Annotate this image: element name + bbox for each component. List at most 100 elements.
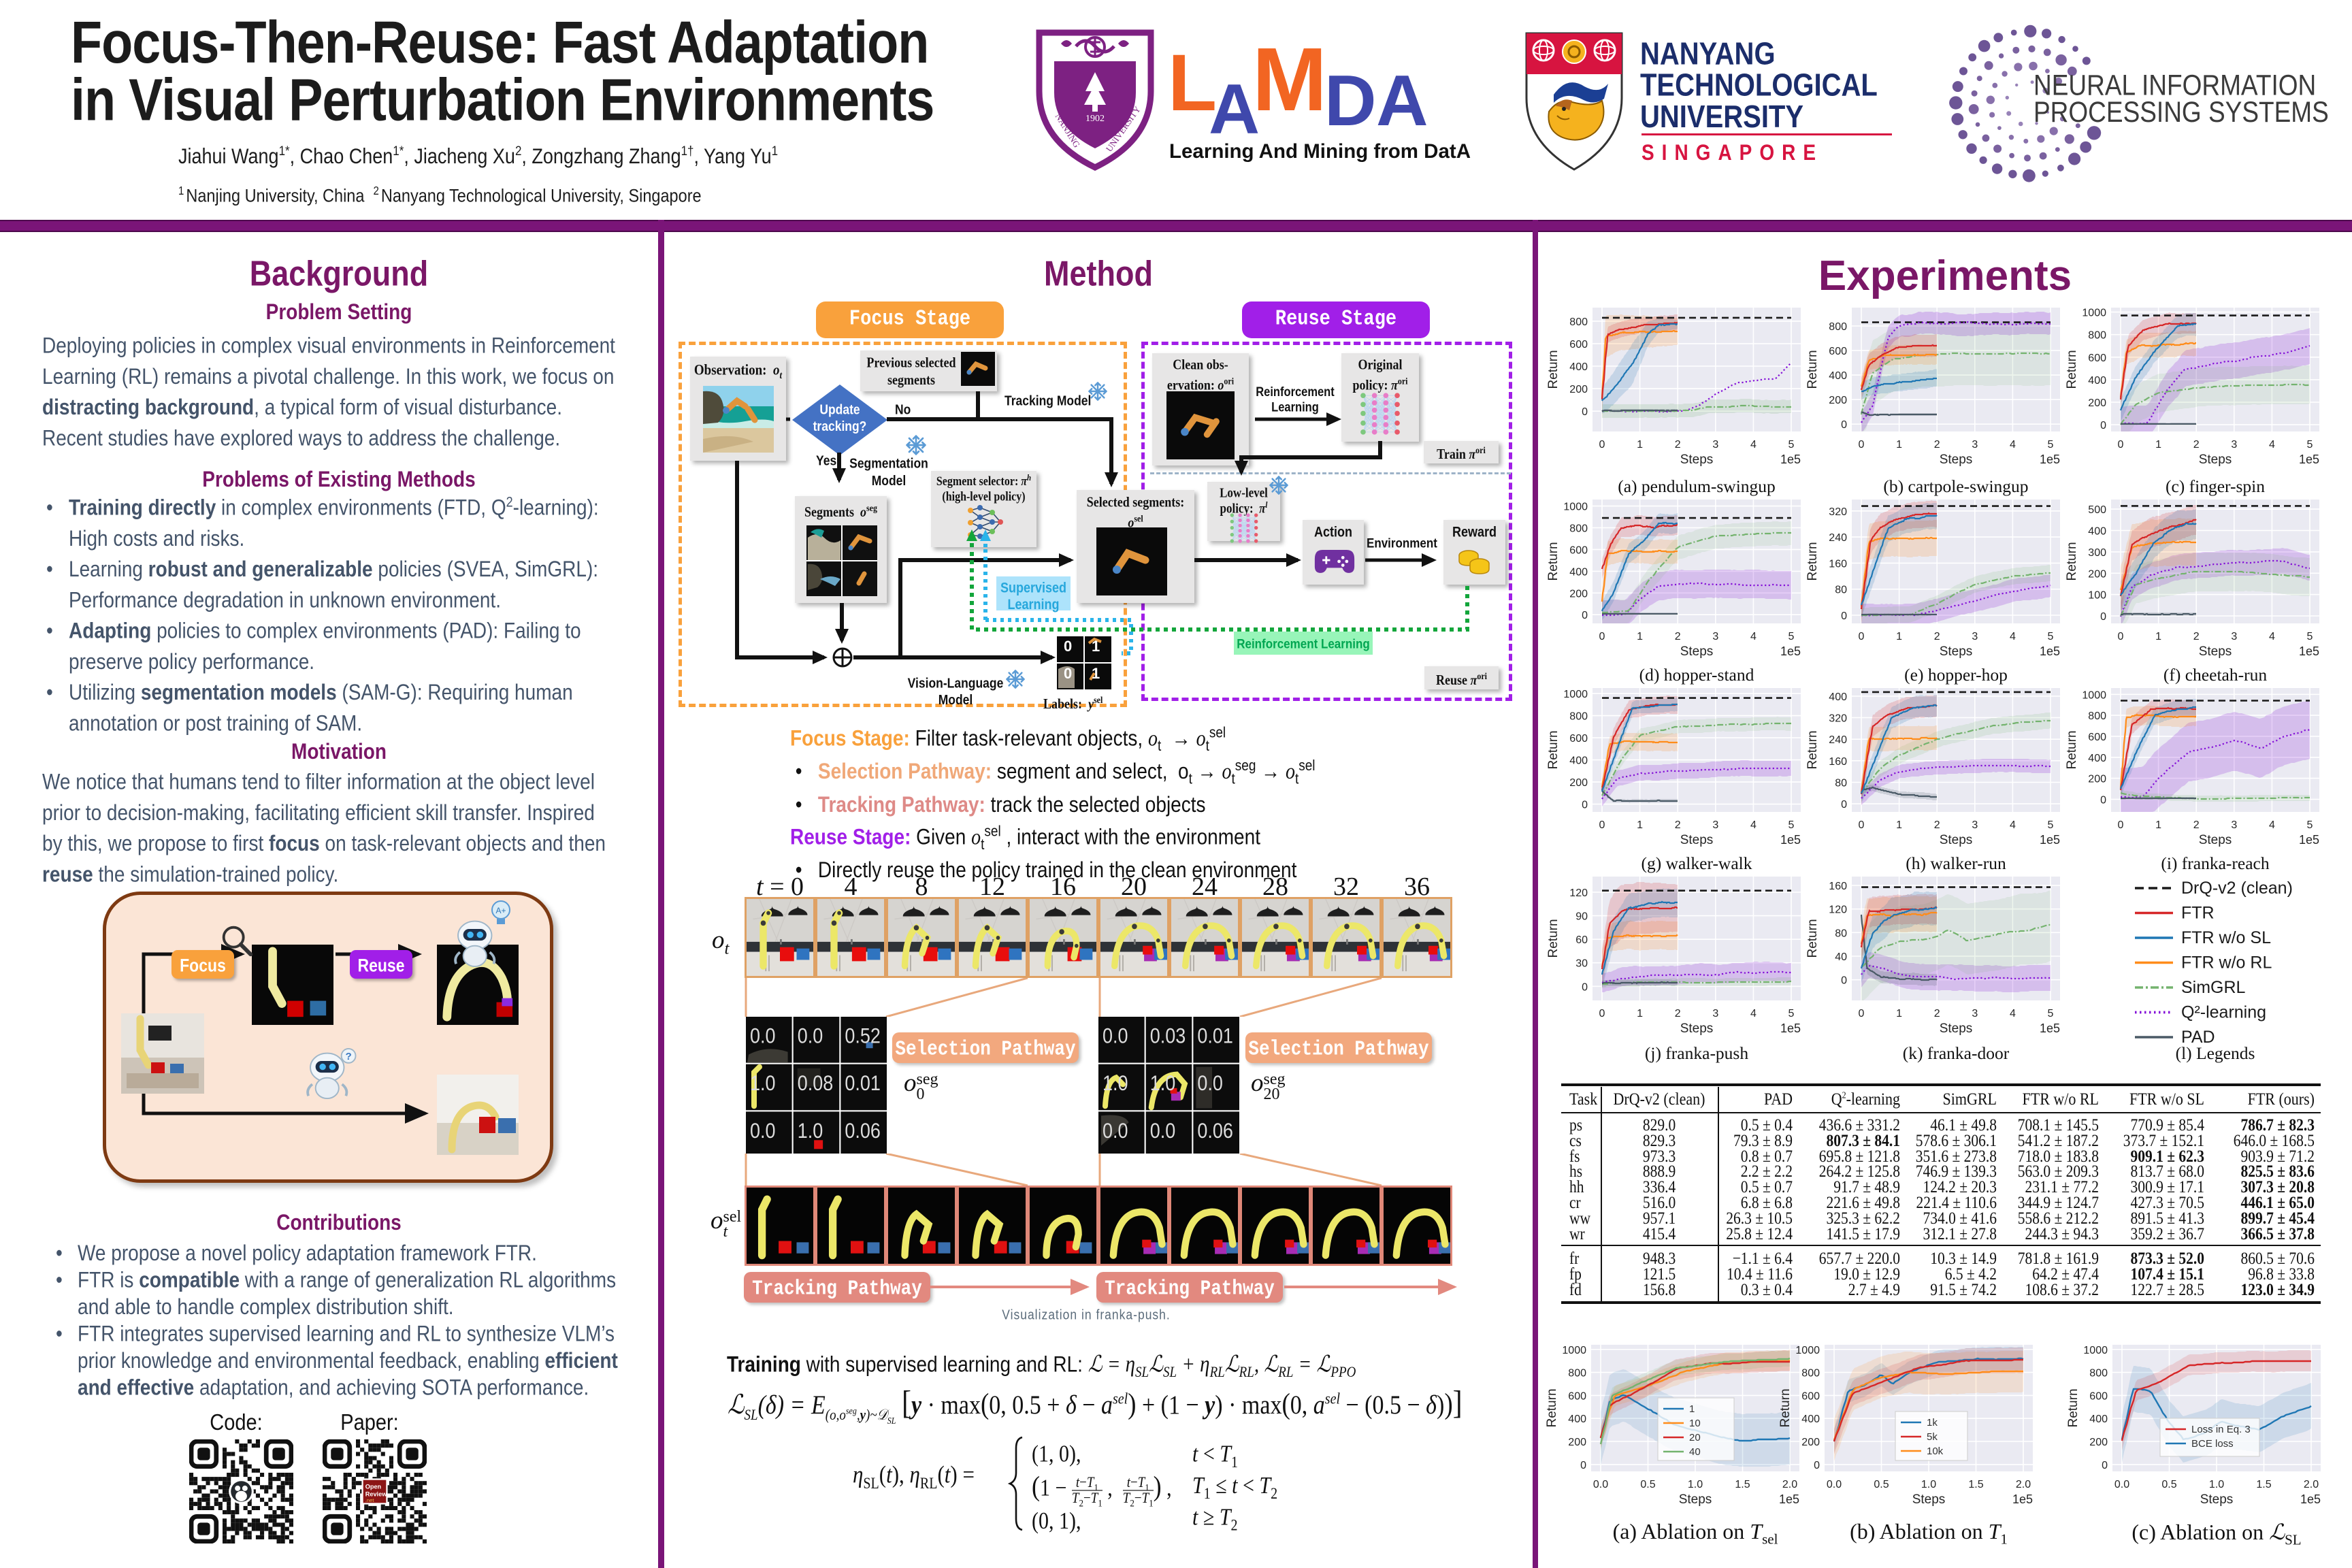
svg-text:3: 3 xyxy=(1712,1008,1718,1019)
svg-text:5: 5 xyxy=(2048,631,2054,642)
svg-text:1e5: 1e5 xyxy=(1780,833,1801,847)
svg-text:5: 5 xyxy=(2048,439,2054,451)
svg-text:200: 200 xyxy=(2089,1437,2108,1448)
svg-text:4: 4 xyxy=(2269,631,2275,642)
svg-text:0.06: 0.06 xyxy=(1197,1120,1233,1143)
svg-text:4: 4 xyxy=(2269,819,2275,831)
svg-text:320: 320 xyxy=(1829,713,1847,725)
svg-text:Steps: Steps xyxy=(1680,833,1714,847)
svg-text:800: 800 xyxy=(2089,1368,2108,1379)
svg-text:3: 3 xyxy=(1972,439,1978,451)
svg-text:5: 5 xyxy=(1788,1008,1795,1019)
svg-text:400: 400 xyxy=(2088,375,2106,387)
svg-text:3: 3 xyxy=(1972,1008,1978,1019)
svg-text:1e5: 1e5 xyxy=(2040,453,2060,466)
svg-text:600: 600 xyxy=(1569,733,1588,745)
svg-text:1e5: 1e5 xyxy=(1780,1022,1801,1035)
svg-text:1.0: 1.0 xyxy=(2209,1479,2224,1490)
svg-text:1: 1 xyxy=(2155,631,2161,642)
svg-text:.net: .net xyxy=(365,1497,375,1503)
svg-text:120: 120 xyxy=(1569,887,1588,899)
svg-text:Return: Return xyxy=(1546,350,1561,389)
svg-text:Steps: Steps xyxy=(1940,833,1973,847)
svg-text:600: 600 xyxy=(1829,346,1847,357)
svg-text:Q²-learning: Q²-learning xyxy=(2181,1003,2266,1022)
svg-text:1e5: 1e5 xyxy=(2299,833,2319,847)
svg-text:10k: 10k xyxy=(1927,1446,1944,1457)
svg-text:BCE loss: BCE loss xyxy=(2191,1438,2234,1450)
svg-text:400: 400 xyxy=(1569,566,1588,578)
svg-text:1k: 1k xyxy=(1927,1417,1938,1428)
svg-text:Return: Return xyxy=(2065,350,2079,389)
svg-text:Return: Return xyxy=(1546,730,1561,769)
svg-text:5: 5 xyxy=(2048,819,2054,831)
svg-text:0: 0 xyxy=(1859,631,1865,642)
svg-text:2.0: 2.0 xyxy=(2304,1479,2319,1490)
svg-text:1000: 1000 xyxy=(1563,502,1588,513)
svg-text:2: 2 xyxy=(2193,439,2200,451)
svg-text:D: D xyxy=(1324,61,1377,141)
svg-text:0.52: 0.52 xyxy=(845,1025,881,1048)
svg-text:Steps: Steps xyxy=(2199,453,2232,467)
svg-text:1e5: 1e5 xyxy=(2299,453,2319,466)
svg-text:0.5: 0.5 xyxy=(1640,1479,1655,1490)
svg-text:1e5: 1e5 xyxy=(2040,1022,2060,1035)
svg-text:DrQ-v2 (clean): DrQ-v2 (clean) xyxy=(2181,880,2293,898)
svg-text:400: 400 xyxy=(1829,691,1847,703)
svg-text:2: 2 xyxy=(2193,819,2200,831)
svg-text:2: 2 xyxy=(1934,439,1940,451)
svg-text:1902: 1902 xyxy=(1085,114,1105,124)
svg-text:Review: Review xyxy=(365,1490,387,1497)
svg-text:100: 100 xyxy=(2088,590,2106,602)
svg-text:4: 4 xyxy=(2010,631,2016,642)
svg-text:0: 0 xyxy=(1599,631,1605,642)
svg-text:0: 0 xyxy=(1582,981,1588,993)
svg-text:5: 5 xyxy=(2307,819,2313,831)
svg-text:1.5: 1.5 xyxy=(1735,1479,1750,1490)
svg-text:0: 0 xyxy=(2100,795,2106,806)
svg-text:1e5: 1e5 xyxy=(2040,833,2060,847)
svg-text:0.0: 0.0 xyxy=(1197,1072,1223,1095)
svg-text:4: 4 xyxy=(1750,819,1757,831)
svg-text:3: 3 xyxy=(1712,631,1718,642)
svg-text:Loss in Eq. 3: Loss in Eq. 3 xyxy=(2191,1424,2251,1435)
svg-text:Return: Return xyxy=(2066,1388,2080,1427)
svg-text:0: 0 xyxy=(2100,420,2106,431)
svg-text:20: 20 xyxy=(1689,1432,1701,1443)
svg-text:5: 5 xyxy=(2048,1008,2054,1019)
svg-text:400: 400 xyxy=(1801,1414,1820,1425)
svg-text:0: 0 xyxy=(1582,800,1588,811)
svg-text:0: 0 xyxy=(1599,819,1605,831)
svg-text:320: 320 xyxy=(1829,506,1847,518)
svg-text:0: 0 xyxy=(1859,439,1865,451)
svg-text:0: 0 xyxy=(1859,819,1865,831)
svg-text:3: 3 xyxy=(2231,819,2237,831)
svg-text:600: 600 xyxy=(1801,1390,1820,1402)
svg-text:400: 400 xyxy=(1829,370,1847,382)
svg-text:0: 0 xyxy=(2102,1460,2108,1471)
svg-text:2: 2 xyxy=(1675,631,1681,642)
svg-text:800: 800 xyxy=(1569,711,1588,723)
svg-text:5: 5 xyxy=(1788,439,1795,451)
svg-text:200: 200 xyxy=(1569,384,1588,395)
svg-text:Steps: Steps xyxy=(1940,453,1973,467)
svg-text:1.0: 1.0 xyxy=(1688,1479,1703,1490)
svg-text:2: 2 xyxy=(1934,631,1940,642)
svg-text:3: 3 xyxy=(1972,631,1978,642)
svg-text:1.5: 1.5 xyxy=(1968,1479,1983,1490)
svg-text:1: 1 xyxy=(1637,1008,1643,1019)
svg-text:3: 3 xyxy=(1972,819,1978,831)
svg-text:600: 600 xyxy=(2088,732,2106,743)
svg-text:PAD: PAD xyxy=(2181,1028,2215,1047)
svg-text:1.0: 1.0 xyxy=(1102,1072,1128,1095)
svg-text:2: 2 xyxy=(1675,1008,1681,1019)
svg-text:Return: Return xyxy=(1545,1388,1559,1427)
svg-text:FTR: FTR xyxy=(2181,904,2215,923)
svg-text:4: 4 xyxy=(1750,439,1757,451)
svg-text:200: 200 xyxy=(1801,1437,1820,1448)
svg-text:Steps: Steps xyxy=(2199,833,2232,847)
svg-text:3: 3 xyxy=(1712,439,1718,451)
svg-text:2: 2 xyxy=(1675,819,1681,831)
svg-text:80: 80 xyxy=(1835,585,1847,596)
svg-text:1.0: 1.0 xyxy=(750,1072,776,1095)
